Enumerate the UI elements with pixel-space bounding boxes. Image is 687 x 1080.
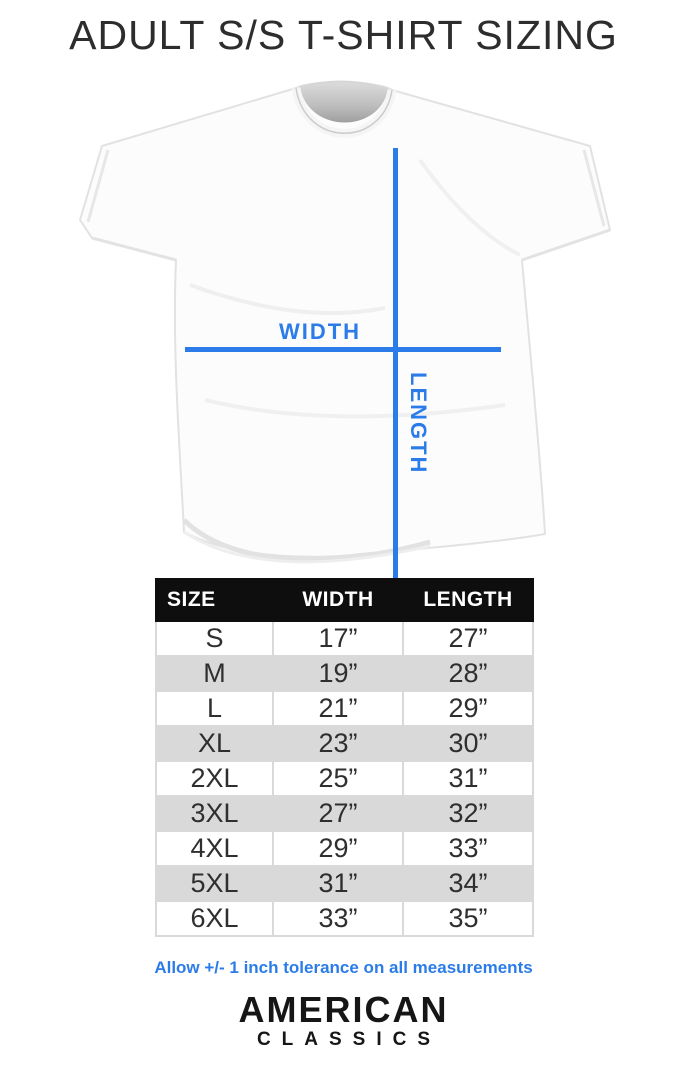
size-cell: XL [155,725,274,762]
length-measure-line [393,148,398,637]
table-row: 2XL 25” 31” [155,760,534,797]
header-width: WIDTH [272,578,404,622]
table-row: 5XL 31” 34” [155,865,534,902]
width-cell: 23” [272,725,404,762]
table-row: S 17” 27” [155,620,534,657]
width-measure-line [185,347,501,352]
width-cell: 29” [272,830,404,867]
size-cell: 2XL [155,760,274,797]
size-table: SIZE WIDTH LENGTH S 17” 27” M 19” 28” L … [155,578,534,937]
table-row: 6XL 33” 35” [155,900,534,937]
length-cell: 34” [402,865,534,902]
width-cell: 31” [272,865,404,902]
brand-name-american: AMERICAN [238,989,449,1030]
table-row: 3XL 27” 32” [155,795,534,832]
size-cell: 5XL [155,865,274,902]
size-cell: 4XL [155,830,274,867]
tshirt-diagram: WIDTH LENGTH [0,70,687,637]
length-cell: 33” [402,830,534,867]
tolerance-note: Allow +/- 1 inch tolerance on all measur… [154,958,533,977]
size-cell: L [155,690,274,727]
table-row: L 21” 29” [155,690,534,727]
length-cell: 35” [402,900,534,937]
tshirt-image [79,80,611,564]
table-header-row: SIZE WIDTH LENGTH [155,578,534,622]
length-cell: 32” [402,795,534,832]
width-label: WIDTH [278,319,362,344]
width-cell: 19” [272,655,404,692]
width-cell: 25” [272,760,404,797]
brand-name-classics: CLASSICS [256,1029,442,1050]
table-row: 4XL 29” 33” [155,830,534,867]
width-cell: 27” [272,795,404,832]
size-cell: 3XL [155,795,274,832]
header-size: SIZE [155,578,274,622]
size-cell: M [155,655,274,692]
page-title: ADULT S/S T-SHIRT SIZING [69,12,618,58]
length-cell: 27” [402,620,534,657]
table-row: M 19” 28” [155,655,534,692]
width-cell: 33” [272,900,404,937]
header-length: LENGTH [402,578,534,622]
table-row: XL 23” 30” [155,725,534,762]
size-cell: 6XL [155,900,274,937]
length-cell: 30” [402,725,534,762]
length-cell: 28” [402,655,534,692]
width-cell: 21” [272,690,404,727]
length-cell: 31” [402,760,534,797]
length-label: LENGTH [406,372,431,475]
brand-logo: AMERICAN CLASSICS [0,989,687,1050]
width-cell: 17” [272,620,404,657]
length-cell: 29” [402,690,534,727]
size-cell: S [155,620,274,657]
